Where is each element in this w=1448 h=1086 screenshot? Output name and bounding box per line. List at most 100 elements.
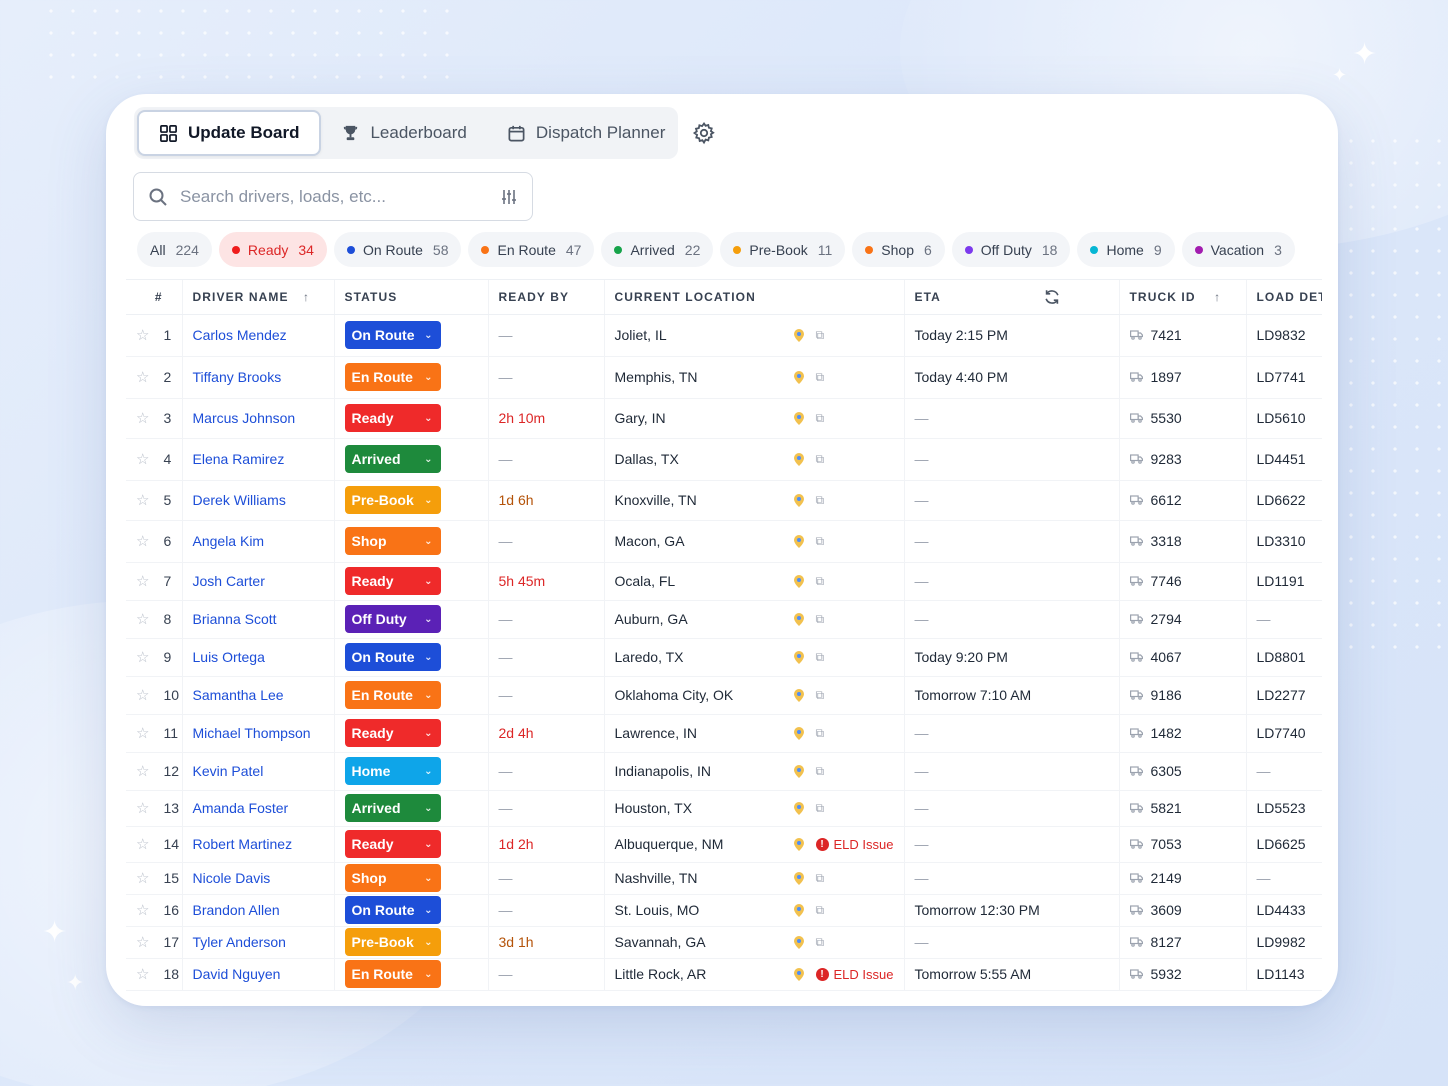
- col-header-location[interactable]: CURRENT LOCATION: [604, 280, 905, 315]
- filter-chip-home[interactable]: Home 9: [1077, 232, 1175, 267]
- table-row[interactable]: ☆ 13 Amanda Foster Arrived ⌄ — Houston, TX ⧉ — 58…: [126, 790, 1322, 827]
- search-input[interactable]: [180, 186, 488, 207]
- star-icon[interactable]: ☆: [136, 763, 150, 780]
- status-dropdown[interactable]: En Route ⌄: [344, 681, 441, 709]
- table-row[interactable]: ☆ 5 Derek Williams Pre-Book ⌄ 1d 6h Knoxville,…: [126, 480, 1322, 521]
- driver-name-link[interactable]: Robert Martinez: [192, 836, 293, 852]
- star-icon[interactable]: ☆: [136, 836, 150, 853]
- load-id-value[interactable]: LD5523: [1256, 800, 1306, 816]
- refresh-icon[interactable]: [1043, 288, 1061, 306]
- load-id-value[interactable]: LD1143: [1256, 966, 1305, 982]
- map-pin-icon[interactable]: [793, 328, 804, 342]
- load-id-value[interactable]: LD8801: [1256, 649, 1306, 665]
- status-dropdown[interactable]: On Route ⌄: [344, 643, 441, 671]
- star-icon[interactable]: ☆: [136, 870, 150, 887]
- table-row[interactable]: ☆ 7 Josh Carter Ready ⌄ 5h 45m Ocala, FL ⧉ —7746…: [126, 562, 1322, 601]
- copy-icon[interactable]: ⧉: [815, 410, 825, 425]
- map-pin-icon[interactable]: [793, 493, 804, 507]
- filter-chip-all[interactable]: All 224: [137, 232, 212, 267]
- status-dropdown[interactable]: Arrived ⌄: [344, 794, 441, 822]
- status-dropdown[interactable]: On Route ⌄: [344, 896, 441, 924]
- status-dropdown[interactable]: Shop ⌄: [344, 864, 441, 892]
- status-dropdown[interactable]: On Route ⌄: [344, 321, 441, 349]
- driver-name-link[interactable]: Carlos Mendez: [192, 327, 287, 343]
- filter-chip-arrived[interactable]: Arrived 22: [601, 232, 714, 267]
- copy-icon[interactable]: ⧉: [815, 902, 825, 917]
- copy-icon[interactable]: ⧉: [815, 649, 825, 664]
- table-row[interactable]: ☆ 2 Tiffany Brooks En Route ⌄ — Memphis, TN ⧉ To…: [126, 356, 1322, 399]
- star-icon[interactable]: ☆: [136, 492, 150, 509]
- col-header-ready-by[interactable]: READY BY: [488, 280, 605, 315]
- load-id-value[interactable]: LD4433: [1256, 902, 1306, 918]
- filter-chip-en-route[interactable]: En Route 47: [468, 232, 595, 267]
- driver-name-link[interactable]: Josh Carter: [192, 573, 265, 589]
- eld-issue-badge[interactable]: ! ELD Issue: [815, 837, 893, 852]
- map-pin-icon[interactable]: [793, 871, 804, 885]
- load-id-value[interactable]: LD7740: [1256, 725, 1306, 741]
- status-dropdown[interactable]: Ready ⌄: [344, 719, 441, 747]
- copy-icon[interactable]: ⧉: [815, 369, 825, 384]
- star-icon[interactable]: ☆: [136, 966, 150, 983]
- map-pin-icon[interactable]: [793, 935, 804, 949]
- driver-name-link[interactable]: Tyler Anderson: [192, 934, 286, 950]
- star-icon[interactable]: ☆: [136, 800, 150, 817]
- driver-name-link[interactable]: Tiffany Brooks: [192, 369, 282, 385]
- copy-icon[interactable]: ⧉: [815, 725, 825, 740]
- map-pin-icon[interactable]: [793, 801, 804, 815]
- copy-icon[interactable]: ⧉: [815, 492, 825, 507]
- driver-name-link[interactable]: Brandon Allen: [192, 902, 280, 918]
- status-dropdown[interactable]: Ready ⌄: [344, 567, 441, 595]
- load-id-value[interactable]: LD7741: [1256, 369, 1306, 385]
- star-icon[interactable]: ☆: [136, 902, 150, 919]
- copy-icon[interactable]: ⧉: [815, 763, 825, 778]
- load-id-value[interactable]: —: [1256, 870, 1271, 886]
- table-row[interactable]: ☆ 3 Marcus Johnson Ready ⌄ 2h 10m Gary, IN ⧉ —55…: [126, 398, 1322, 439]
- table-row[interactable]: ☆ 12 Kevin Patel Home ⌄ — Indianapolis, IN ⧉ — 63…: [126, 752, 1322, 791]
- copy-icon[interactable]: ⧉: [815, 687, 825, 702]
- map-pin-icon[interactable]: [793, 452, 804, 466]
- load-id-value[interactable]: LD9832: [1256, 327, 1306, 343]
- status-dropdown[interactable]: En Route ⌄: [344, 960, 441, 988]
- table-row[interactable]: ☆ 15 Nicole Davis Shop ⌄ — Nashville, TN ⧉ — 2149…: [126, 862, 1322, 895]
- driver-name-link[interactable]: Derek Williams: [192, 492, 286, 508]
- load-id-value[interactable]: —: [1256, 611, 1271, 627]
- map-pin-icon[interactable]: [793, 764, 804, 778]
- load-id-value[interactable]: LD1191: [1256, 573, 1305, 589]
- star-icon[interactable]: ☆: [136, 451, 150, 468]
- status-dropdown[interactable]: Off Duty ⌄: [344, 605, 441, 633]
- col-header-eta[interactable]: ETA: [904, 280, 1120, 315]
- star-icon[interactable]: ☆: [136, 649, 150, 666]
- star-icon[interactable]: ☆: [136, 725, 150, 742]
- col-header-driver[interactable]: DRIVER NAME ↑: [182, 280, 335, 315]
- map-pin-icon[interactable]: [793, 726, 804, 740]
- table-row[interactable]: ☆ 9 Luis Ortega On Route ⌄ — Laredo, TX ⧉ Today …: [126, 638, 1322, 677]
- table-row[interactable]: ☆ 18 David Nguyen En Route ⌄ — Little Rock, AR…: [126, 958, 1322, 991]
- table-row[interactable]: ☆ 6 Angela Kim Shop ⌄ — Macon, GA ⧉ —3318 LD3310: [126, 520, 1322, 563]
- table-row[interactable]: ☆ 1 Carlos Mendez On Route ⌄ — Joliet, IL ⧉ Toda…: [126, 314, 1322, 357]
- copy-icon[interactable]: ⧉: [815, 573, 825, 588]
- status-dropdown[interactable]: Pre-Book ⌄: [344, 928, 441, 956]
- map-pin-icon[interactable]: [793, 650, 804, 664]
- driver-name-link[interactable]: Kevin Patel: [192, 763, 264, 779]
- map-pin-icon[interactable]: [793, 411, 804, 425]
- star-icon[interactable]: ☆: [136, 533, 150, 550]
- load-id-value[interactable]: LD6625: [1256, 836, 1306, 852]
- table-row[interactable]: ☆ 8 Brianna Scott Off Duty ⌄ — Auburn, GA ⧉ —279…: [126, 600, 1322, 639]
- col-header-load[interactable]: LOAD DETAILS: [1246, 280, 1322, 315]
- copy-icon[interactable]: ⧉: [815, 800, 825, 815]
- star-icon[interactable]: ☆: [136, 687, 150, 704]
- gear-icon[interactable]: [692, 121, 716, 145]
- tab-update-board[interactable]: Update Board: [137, 110, 322, 156]
- filter-chip-vacation[interactable]: Vacation 3: [1181, 232, 1295, 267]
- map-pin-icon[interactable]: [793, 612, 804, 626]
- col-header-status[interactable]: STATUS: [334, 280, 489, 315]
- copy-icon[interactable]: ⧉: [815, 611, 825, 626]
- driver-name-link[interactable]: Amanda Foster: [192, 800, 289, 816]
- driver-name-link[interactable]: Samantha Lee: [192, 687, 284, 703]
- star-icon[interactable]: ☆: [136, 369, 150, 386]
- filter-chip-on-route[interactable]: On Route 58: [333, 232, 462, 267]
- star-icon[interactable]: ☆: [136, 573, 150, 590]
- copy-icon[interactable]: ⧉: [815, 934, 825, 949]
- star-icon[interactable]: ☆: [136, 934, 150, 951]
- driver-name-link[interactable]: Elena Ramirez: [192, 451, 285, 467]
